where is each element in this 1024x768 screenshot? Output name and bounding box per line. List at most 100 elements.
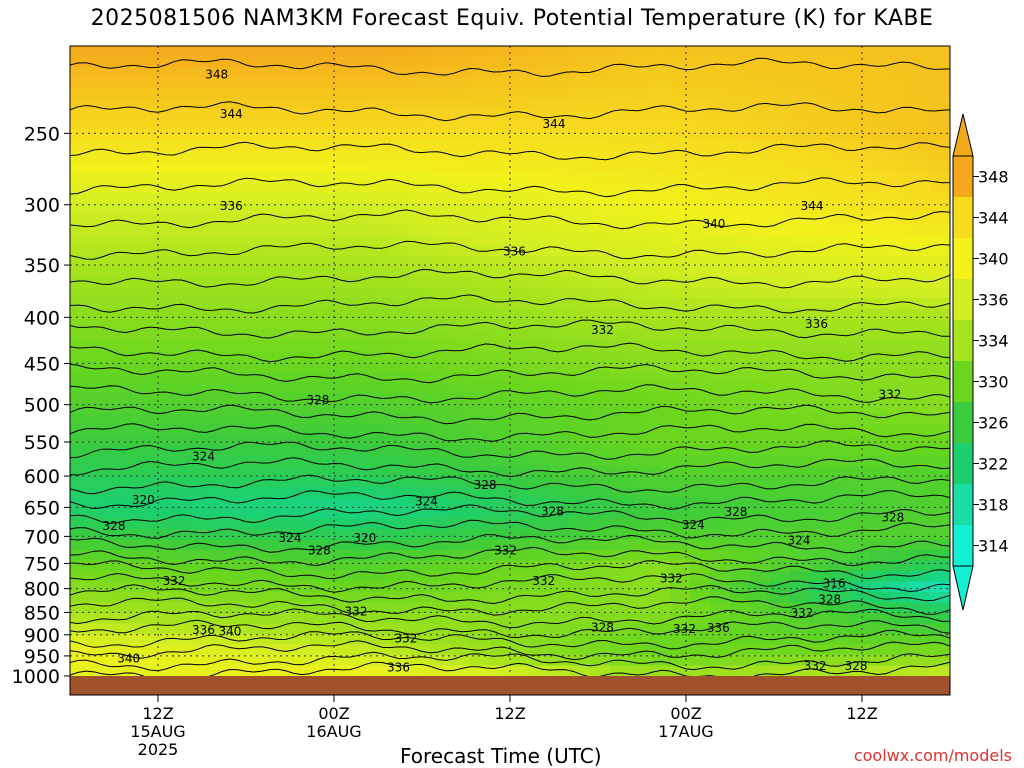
credit-link[interactable]: coolwx.com/models <box>853 746 1012 765</box>
field-cell <box>370 560 391 572</box>
field-cell <box>310 508 331 520</box>
field-cell <box>650 466 671 478</box>
field-cell <box>130 392 151 404</box>
field-cell <box>250 235 271 247</box>
field-cell <box>550 455 571 467</box>
field-cell <box>890 77 911 89</box>
field-cell <box>510 266 531 278</box>
field-cell <box>90 518 111 530</box>
field-cell <box>630 644 651 656</box>
field-cell <box>170 308 191 320</box>
field-cell <box>350 497 371 509</box>
field-cell <box>910 665 931 676</box>
field-cell <box>750 581 771 593</box>
field-cell <box>150 277 171 289</box>
field-cell <box>770 392 791 404</box>
field-cell <box>890 161 911 173</box>
field-cell <box>570 445 591 457</box>
field-cell <box>290 298 311 310</box>
field-cell <box>710 77 731 89</box>
field-cell <box>450 361 471 373</box>
field-cell <box>170 665 191 676</box>
field-cell <box>270 277 291 289</box>
field-cell <box>350 266 371 278</box>
field-cell <box>470 350 491 362</box>
field-cell <box>390 77 411 89</box>
field-cell <box>110 455 131 467</box>
field-cell <box>430 67 451 79</box>
field-cell <box>210 350 231 362</box>
field-cell <box>930 434 950 446</box>
field-cell <box>910 245 931 257</box>
contour-label: 336 <box>220 199 243 213</box>
field-cell <box>670 77 691 89</box>
field-cell <box>190 77 211 89</box>
field-cell <box>530 172 551 184</box>
field-cell <box>710 161 731 173</box>
field-cell <box>430 56 451 68</box>
field-cell <box>90 476 111 488</box>
field-cell <box>650 308 671 320</box>
field-cell <box>270 413 291 425</box>
field-cell <box>730 592 751 604</box>
field-cell <box>110 466 131 478</box>
field-cell <box>530 644 551 656</box>
field-cell <box>850 151 871 163</box>
field-cell <box>410 140 431 152</box>
field-cell <box>910 497 931 509</box>
field-cell <box>110 119 131 131</box>
field-cell <box>390 161 411 173</box>
field-cell <box>490 298 511 310</box>
field-cell <box>630 214 651 226</box>
field-cell <box>670 182 691 194</box>
field-cell <box>930 266 950 278</box>
field-cell <box>850 602 871 614</box>
field-cell <box>710 392 731 404</box>
field-cell <box>190 340 211 352</box>
field-cell <box>930 445 950 457</box>
field-cell <box>330 476 351 488</box>
field-cell <box>630 329 651 341</box>
field-cell <box>430 571 451 583</box>
field-cell <box>210 256 231 268</box>
field-cell <box>230 434 251 446</box>
field-cell <box>330 193 351 205</box>
field-cell <box>370 497 391 509</box>
field-cell <box>570 434 591 446</box>
field-cell <box>850 550 871 562</box>
field-cell <box>170 497 191 509</box>
field-cell <box>670 193 691 205</box>
field-cell <box>330 350 351 362</box>
field-cell <box>430 140 451 152</box>
field-cell <box>290 655 311 667</box>
field-cell <box>870 445 891 457</box>
field-cell <box>130 161 151 173</box>
field-cell <box>110 77 131 89</box>
field-cell <box>70 634 91 646</box>
field-cell <box>910 655 931 667</box>
field-cell <box>310 329 331 341</box>
field-cell <box>650 298 671 310</box>
field-cell <box>250 266 271 278</box>
field-cell <box>790 109 811 121</box>
field-cell <box>390 403 411 415</box>
field-cell <box>570 571 591 583</box>
field-cell <box>130 508 151 520</box>
field-cell <box>630 56 651 68</box>
field-cell <box>170 182 191 194</box>
field-cell <box>830 644 851 656</box>
field-cell <box>750 224 771 236</box>
field-cell <box>570 172 591 184</box>
field-cell <box>410 466 431 478</box>
field-cell <box>670 298 691 310</box>
field-cell <box>450 634 471 646</box>
field-cell <box>350 602 371 614</box>
contour-label: 332 <box>673 622 696 636</box>
colorbar-label: 322 <box>978 455 1009 474</box>
field-cell <box>750 665 771 676</box>
field-cell <box>230 644 251 656</box>
field-cell <box>270 644 291 656</box>
field-cell <box>290 592 311 604</box>
contour-line <box>70 619 950 639</box>
field-cell <box>650 172 671 184</box>
